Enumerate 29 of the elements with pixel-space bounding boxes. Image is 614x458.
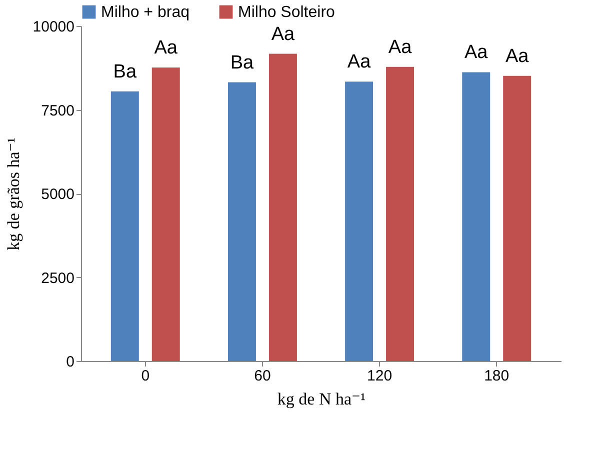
- y-tick-label: 0: [66, 354, 74, 370]
- x-axis-title: kg de N ha⁻¹: [277, 390, 366, 408]
- y-axis-title: kg de grãos ha⁻¹: [4, 138, 23, 250]
- bar: [386, 66, 414, 361]
- annotation: Aa: [154, 38, 178, 59]
- x-tick-label: 60: [254, 368, 271, 384]
- annotation: Aa: [464, 42, 488, 64]
- annotation: Aa: [347, 52, 372, 73]
- annotation: Aa: [388, 36, 412, 58]
- annotation: Aa: [505, 46, 530, 67]
- legend-label: Milho Solteiro: [238, 4, 336, 21]
- bar: [152, 68, 180, 361]
- bar: [503, 76, 532, 361]
- annotation: Aa: [271, 24, 295, 45]
- x-tick-label: 0: [141, 368, 150, 384]
- bar: [110, 91, 139, 361]
- y-tick-label: 10000: [32, 18, 74, 36]
- y-tick-label: 2500: [41, 270, 74, 287]
- bar: [462, 72, 490, 361]
- x-tick-label: 120: [367, 368, 392, 384]
- annotation: Ba: [113, 61, 137, 82]
- legend-label: Milho + braq: [101, 4, 190, 21]
- bar: [268, 54, 297, 361]
- bar: [345, 82, 374, 361]
- bar: [228, 82, 256, 361]
- annotation: Ba: [230, 52, 254, 74]
- y-tick-label: 7500: [41, 102, 74, 120]
- x-tick-label: 180: [484, 368, 510, 384]
- y-tick-label: 5000: [41, 186, 74, 203]
